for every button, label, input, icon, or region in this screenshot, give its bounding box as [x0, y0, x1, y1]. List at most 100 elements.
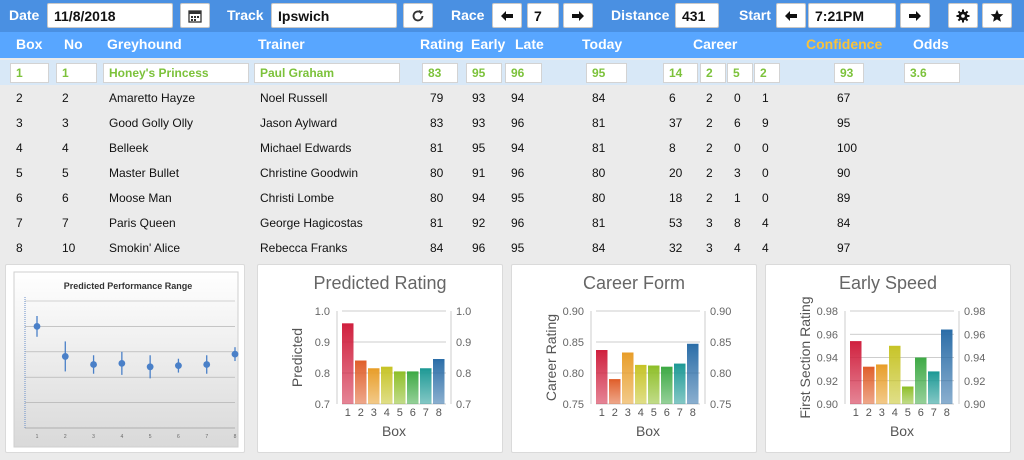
- calendar-button[interactable]: [180, 3, 210, 28]
- table-row[interactable]: 5 5 Master Bullet Christine Goodwin 80 9…: [0, 161, 1024, 186]
- col-no[interactable]: No: [64, 36, 83, 52]
- y2-tick-label: 0.9: [456, 337, 471, 349]
- cell-career-starts[interactable]: 14: [663, 63, 698, 83]
- bar-top: [902, 386, 914, 389]
- table-row[interactable]: 3 3 Good Golly Olly Jason Aylward 83 93 …: [0, 111, 1024, 136]
- bar: [915, 357, 927, 404]
- cell-career-thirds[interactable]: 2: [754, 63, 780, 83]
- col-career[interactable]: Career: [693, 36, 738, 52]
- bar: [420, 368, 432, 404]
- cell-career-seconds: 6: [734, 116, 741, 130]
- data-point: [90, 361, 97, 368]
- cell-no: 5: [62, 166, 69, 180]
- cell-rating[interactable]: 83: [422, 63, 458, 83]
- cell-career-starts: 6: [669, 91, 676, 105]
- settings-button[interactable]: [948, 3, 978, 28]
- table-row[interactable]: 4 4 Belleek Michael Edwards 81 95 94 81 …: [0, 136, 1024, 161]
- x-tick-label: 5: [651, 407, 657, 419]
- bar-top: [407, 371, 419, 374]
- cell-career-wins[interactable]: 2: [700, 63, 726, 83]
- cell-confidence: 95: [837, 116, 851, 130]
- col-greyhound[interactable]: Greyhound: [107, 36, 182, 52]
- cell-rating: 79: [430, 91, 444, 105]
- cell-confidence: 97: [837, 241, 851, 255]
- table-row[interactable]: 7 7 Paris Queen George Hagicostas 81 92 …: [0, 211, 1024, 236]
- col-confidence[interactable]: Confidence: [806, 36, 883, 52]
- bar-top: [850, 341, 862, 344]
- start-prev-button[interactable]: [776, 3, 806, 28]
- cell-no: 3: [62, 116, 69, 130]
- cell-today: 84: [592, 91, 606, 105]
- cell-trainer: Michael Edwards: [260, 141, 352, 155]
- favorite-button[interactable]: [982, 3, 1012, 28]
- table-row[interactable]: 1 1 Honey's Princess Paul Graham 83 95 9…: [0, 60, 1024, 85]
- cell-rating: 80: [430, 166, 444, 180]
- cell-career-seconds: 1: [734, 191, 741, 205]
- y-tick-label: 0.90: [817, 399, 838, 411]
- cell-confidence: 67: [837, 91, 851, 105]
- bar: [928, 371, 940, 404]
- runners-table: 1 1 Honey's Princess Paul Graham 83 95 9…: [0, 58, 1024, 258]
- cell-career-seconds[interactable]: 5: [727, 63, 753, 83]
- y2-tick-label: 0.85: [710, 337, 731, 349]
- y-axis-label: First Section Rating: [797, 296, 813, 418]
- start-input[interactable]: 7:21PM: [808, 3, 896, 28]
- col-today[interactable]: Today: [582, 36, 623, 52]
- cell-today[interactable]: 95: [586, 63, 627, 83]
- y-tick-label: 0.98: [817, 306, 838, 318]
- chart-title: Career Form: [582, 273, 685, 293]
- cell-greyhound[interactable]: Honey's Princess: [103, 63, 249, 83]
- bar: [661, 366, 673, 404]
- refresh-button[interactable]: [403, 3, 433, 28]
- col-early[interactable]: Early: [471, 36, 506, 52]
- cell-box: 7: [16, 216, 23, 230]
- y-tick-label: 0.9: [315, 337, 330, 349]
- x-tick-label: 5: [149, 434, 152, 440]
- table-row[interactable]: 2 2 Amaretto Hayze Noel Russell 79 93 94…: [0, 86, 1024, 111]
- col-trainer[interactable]: Trainer: [258, 36, 305, 52]
- y2-tick-label: 0.8: [456, 368, 471, 380]
- cell-greyhound: Belleek: [109, 141, 149, 155]
- race-next-button[interactable]: [563, 3, 593, 28]
- x-tick-label: 2: [358, 407, 364, 419]
- cell-odds[interactable]: 3.6: [904, 63, 960, 83]
- col-rating[interactable]: Rating: [420, 36, 464, 52]
- col-box[interactable]: Box: [16, 36, 43, 52]
- cell-early: 96: [472, 241, 486, 255]
- date-input[interactable]: 11/8/2018: [47, 3, 173, 28]
- cell-early: 92: [472, 216, 486, 230]
- cell-no[interactable]: 1: [56, 63, 97, 83]
- table-row[interactable]: 6 6 Moose Man Christi Lombe 80 94 95 80 …: [0, 186, 1024, 211]
- calendar-icon: [188, 9, 202, 23]
- x-tick-label: 5: [397, 407, 403, 419]
- chart-title: Predicted Rating: [313, 273, 447, 293]
- distance-input[interactable]: 431: [675, 3, 719, 28]
- cell-early[interactable]: 95: [466, 63, 502, 83]
- bar-top: [433, 359, 445, 362]
- start-next-button[interactable]: [900, 3, 930, 28]
- cell-box[interactable]: 1: [10, 63, 49, 83]
- cell-trainer[interactable]: Paul Graham: [254, 63, 400, 83]
- bar-top: [381, 366, 393, 369]
- cell-trainer: Christine Goodwin: [260, 166, 359, 180]
- date-label: Date: [9, 7, 40, 23]
- bar-top: [622, 352, 634, 355]
- x-tick-label: 6: [664, 407, 670, 419]
- cell-confidence[interactable]: 93: [834, 63, 864, 83]
- race-input[interactable]: 7: [527, 3, 559, 28]
- cell-late[interactable]: 96: [505, 63, 542, 83]
- track-input[interactable]: Ipswich: [271, 3, 397, 28]
- cell-career-starts: 53: [669, 216, 683, 230]
- table-row[interactable]: 8 10 Smokin' Alice Rebecca Franks 84 96 …: [0, 236, 1024, 261]
- cell-confidence: 100: [837, 141, 858, 155]
- cell-early: 93: [472, 116, 486, 130]
- cell-box: 2: [16, 91, 23, 105]
- x-tick-label: 2: [866, 407, 872, 419]
- cell-trainer: Jason Aylward: [260, 116, 338, 130]
- col-odds[interactable]: Odds: [913, 36, 949, 52]
- col-late[interactable]: Late: [515, 36, 544, 52]
- x-tick-label: 1: [36, 434, 39, 440]
- y2-tick-label: 0.96: [964, 329, 985, 341]
- cell-career-starts: 18: [669, 191, 683, 205]
- race-prev-button[interactable]: [492, 3, 522, 28]
